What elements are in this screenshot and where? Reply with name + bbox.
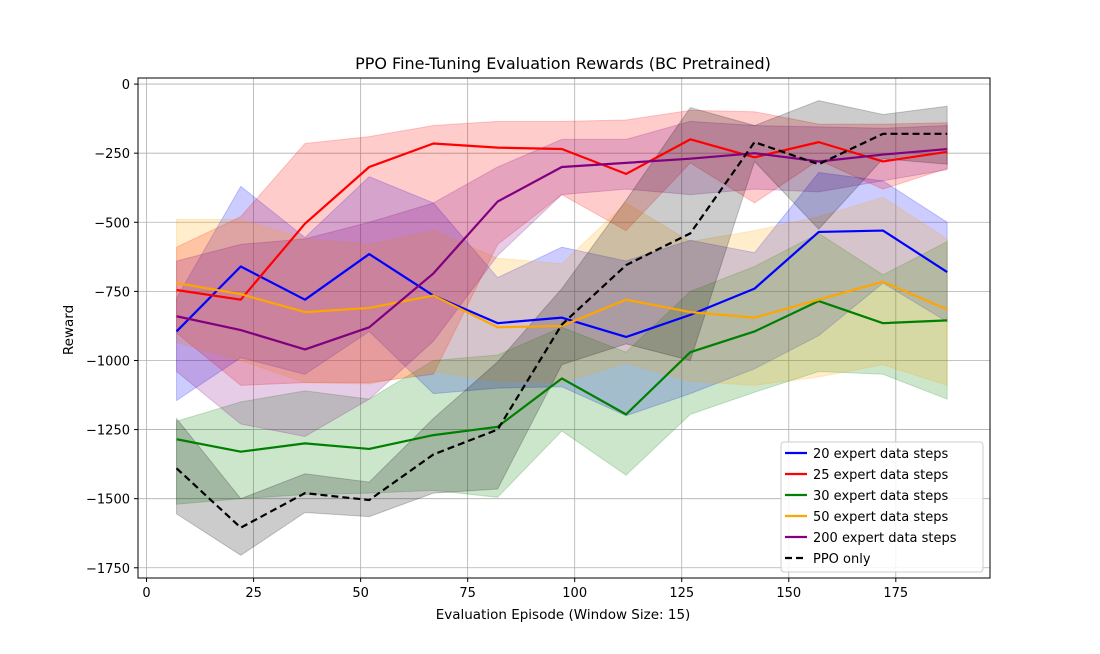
x-axis-label: Evaluation Episode (Window Size: 15) bbox=[436, 607, 691, 623]
x-tick-label: 100 bbox=[562, 586, 587, 601]
y-tick-label: −500 bbox=[94, 216, 130, 231]
legend: 20 expert data steps 25 expert data steps… bbox=[781, 442, 983, 572]
x-tick-label: 0 bbox=[142, 586, 150, 601]
y-tick-label: −250 bbox=[94, 147, 130, 162]
legend-label: PPO only bbox=[813, 552, 871, 567]
x-tick-label: 175 bbox=[883, 586, 908, 601]
chart-title: PPO Fine-Tuning Evaluation Rewards (BC P… bbox=[355, 54, 771, 73]
legend-label: 50 expert data steps bbox=[813, 510, 948, 525]
x-tick-label: 25 bbox=[245, 586, 262, 601]
y-tick-label: −1500 bbox=[86, 493, 130, 508]
legend-label: 25 expert data steps bbox=[813, 468, 948, 483]
x-tick-label: 125 bbox=[669, 586, 694, 601]
x-tick-label: 50 bbox=[352, 586, 369, 601]
legend-label: 20 expert data steps bbox=[813, 447, 948, 462]
y-tick-label: −750 bbox=[94, 285, 130, 300]
y-tick-label: −1750 bbox=[86, 562, 130, 577]
x-tick-label: 150 bbox=[776, 586, 801, 601]
legend-label: 30 expert data steps bbox=[813, 489, 948, 504]
y-tick-label: 0 bbox=[122, 78, 130, 93]
x-tick-label: 75 bbox=[459, 586, 476, 601]
y-tick-label: −1250 bbox=[86, 424, 130, 439]
y-axis-label: Reward bbox=[61, 305, 77, 355]
y-tick-label: −1000 bbox=[86, 354, 130, 369]
legend-label: 200 expert data steps bbox=[813, 531, 957, 546]
